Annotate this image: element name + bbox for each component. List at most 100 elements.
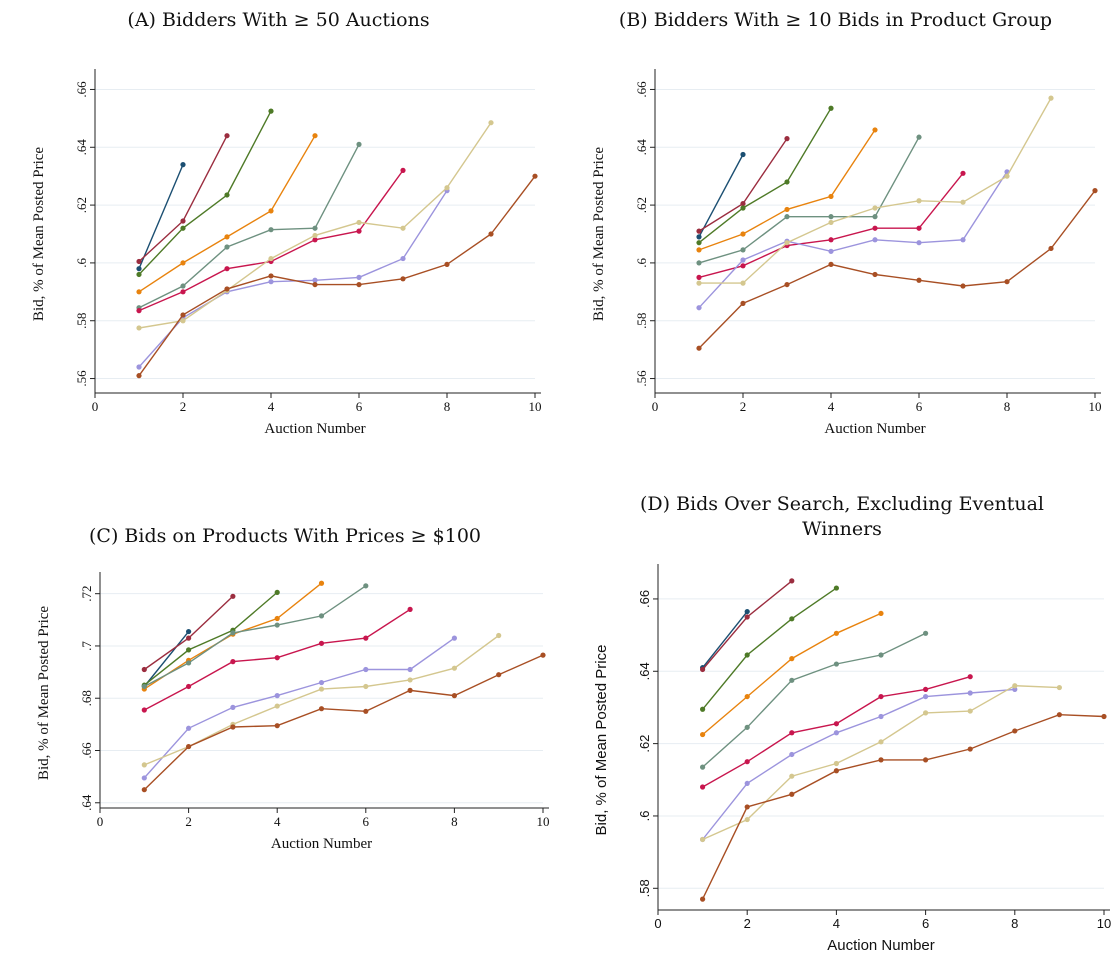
panel-b-title: (B) Bidders With ≥ 10 Bids in Product Gr… <box>618 9 1053 31</box>
data-point <box>230 704 236 710</box>
data-point <box>1048 95 1054 101</box>
data-point <box>872 271 878 278</box>
y-tick-label: .66 <box>634 81 649 98</box>
data-point <box>700 836 706 843</box>
y-tick-label: .66 <box>79 742 94 759</box>
data-point <box>1004 279 1010 285</box>
y-tick-label: .64 <box>637 662 652 680</box>
y-tick-label: .58 <box>637 879 652 897</box>
data-point <box>916 225 922 231</box>
data-point <box>789 751 795 758</box>
data-point <box>312 232 318 239</box>
series-line-6 <box>138 190 448 368</box>
data-point <box>828 105 834 111</box>
data-point <box>696 345 702 351</box>
data-point <box>828 261 834 267</box>
y-tick-label: .7 <box>79 641 94 651</box>
data-point <box>318 706 325 712</box>
data-point <box>1004 173 1010 179</box>
data-point <box>1056 712 1062 718</box>
data-point <box>789 656 795 662</box>
data-point <box>1048 245 1054 252</box>
x-tick-label: 8 <box>1004 399 1011 414</box>
panel-b: (B) Bidders With ≥ 10 Bids in Product Gr… <box>557 0 1114 450</box>
data-point <box>141 775 147 781</box>
y-tick-label: .66 <box>74 81 89 98</box>
data-point <box>740 231 746 237</box>
data-point <box>268 279 274 285</box>
y-tick-label: .64 <box>74 139 89 156</box>
data-point <box>700 706 706 712</box>
data-point <box>312 277 318 283</box>
series-line-2 <box>143 591 278 686</box>
series-line-4 <box>138 144 360 309</box>
data-point <box>224 192 230 198</box>
data-point <box>740 201 746 207</box>
data-point <box>186 647 192 653</box>
data-point <box>1056 684 1062 691</box>
series-line-8 <box>701 713 1105 900</box>
data-point <box>318 686 325 692</box>
series-line-3 <box>698 129 876 251</box>
data-point <box>141 762 147 768</box>
x-tick-label: 4 <box>833 916 840 931</box>
data-point <box>180 260 186 266</box>
data-point <box>400 225 406 231</box>
y-tick-label: .6 <box>637 811 652 822</box>
data-point <box>318 679 325 686</box>
panel-d: (D) Bids Over Search, Excluding Eventual… <box>570 490 1114 959</box>
data-point <box>274 622 280 628</box>
data-point <box>789 773 795 779</box>
data-point <box>136 271 142 278</box>
data-point <box>180 289 186 295</box>
data-point <box>356 281 362 288</box>
series-line-0 <box>138 164 184 269</box>
data-point <box>784 281 790 288</box>
data-point <box>407 687 413 693</box>
data-point <box>833 661 839 667</box>
x-tick-label: 10 <box>1089 399 1102 414</box>
data-point <box>923 693 929 700</box>
data-point <box>180 218 186 224</box>
x-tick-label: 2 <box>180 399 187 414</box>
data-point <box>960 199 966 205</box>
data-point <box>1092 188 1098 194</box>
x-axis-title: Auction Number <box>827 937 935 954</box>
data-point <box>833 760 839 767</box>
data-point <box>967 690 973 696</box>
data-point <box>532 173 538 179</box>
data-point <box>356 228 362 234</box>
data-point <box>700 784 706 790</box>
data-point <box>740 205 746 211</box>
data-point <box>136 308 142 314</box>
data-point <box>268 273 274 279</box>
data-point <box>872 225 878 231</box>
data-point <box>740 280 746 286</box>
x-tick-label: 10 <box>1097 916 1111 931</box>
data-point <box>744 804 750 810</box>
y-axis-title: Bid, % of Mean Posted Price <box>591 147 607 321</box>
y-tick-label: .64 <box>79 794 94 811</box>
data-point <box>224 244 230 250</box>
data-point <box>180 225 186 231</box>
data-point <box>784 136 790 142</box>
series-line-0 <box>698 154 744 238</box>
panel-a: (A) Bidders With ≥ 50 Auctions .56 .58 .6.… <box>0 0 557 450</box>
y-tick-label: .62 <box>637 735 652 753</box>
data-point <box>696 280 702 286</box>
data-point <box>740 300 746 306</box>
data-point <box>784 206 790 213</box>
data-point <box>224 286 230 292</box>
data-point <box>828 219 834 226</box>
data-point <box>312 133 318 139</box>
data-point <box>451 635 457 641</box>
data-point <box>967 708 973 714</box>
data-point <box>696 234 702 240</box>
data-point <box>496 632 502 639</box>
data-point <box>916 134 922 140</box>
data-point <box>740 263 746 269</box>
data-point <box>496 672 502 678</box>
y-axis-title: Bid, % of Mean Posted Price <box>593 645 610 836</box>
data-point <box>136 258 142 265</box>
x-tick-label: 2 <box>740 399 747 414</box>
